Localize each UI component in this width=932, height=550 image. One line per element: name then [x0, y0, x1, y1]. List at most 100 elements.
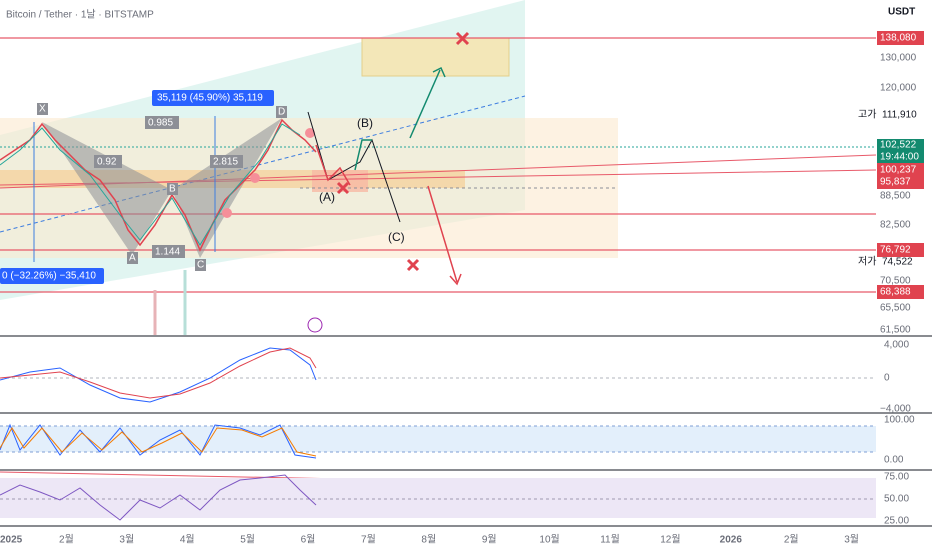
signal-dot	[250, 173, 260, 183]
point-box	[167, 183, 178, 195]
stoch-label: 100.00	[884, 415, 915, 426]
wave-label: (A)	[319, 190, 335, 204]
ratio-box	[210, 155, 243, 168]
signal-dot	[305, 128, 315, 138]
price-tag	[877, 139, 924, 163]
time-label: 2025	[0, 535, 23, 546]
price-tag-label: 100,237	[880, 165, 917, 176]
stoch-d	[0, 427, 317, 457]
rsi-line	[0, 474, 317, 521]
arrow-head	[449, 273, 462, 286]
arrow	[354, 139, 372, 171]
ratio-label: 1.144	[155, 247, 180, 258]
time-label: 2026	[720, 535, 743, 546]
price-tag	[877, 163, 924, 177]
currency: USDT	[888, 7, 915, 18]
x-mark	[455, 31, 470, 46]
event-icon[interactable]	[307, 317, 323, 333]
time-label: 12월	[660, 534, 680, 546]
rsi-label: 50.00	[884, 494, 909, 505]
wave-label: (C)	[388, 230, 405, 244]
x-mark	[406, 258, 420, 272]
target-box	[361, 37, 510, 77]
point-box	[276, 106, 287, 118]
time-label: 3월	[119, 534, 134, 546]
ratio-box	[152, 245, 185, 258]
symbol-title: Bitcoin / Tether · 1날 · BITSTAMP	[6, 9, 154, 21]
stoch-band	[0, 426, 876, 452]
time-label: 2월	[59, 534, 74, 546]
price-tag-label: 138,080	[880, 33, 917, 44]
arrow	[427, 185, 458, 283]
price-label: 61,500	[880, 325, 911, 336]
price-label: 65,500	[880, 303, 911, 314]
macd-label: 4,000	[884, 340, 909, 351]
price-label: 82,500	[880, 220, 911, 231]
rsi-label: 75.00	[884, 472, 909, 483]
countdown-label: 19:44:00	[880, 152, 919, 163]
stoch-label: 0.00	[884, 455, 904, 466]
point-label: B	[169, 184, 176, 195]
price-tag-label: 95,837	[880, 177, 911, 188]
price-tag-label: 76,792	[880, 245, 911, 256]
price-tag-label: 68,388	[880, 287, 911, 298]
rsi-label: 25.00	[884, 516, 909, 527]
time-label: 3월	[844, 534, 859, 546]
arrow-head	[432, 66, 446, 78]
point-box	[37, 103, 48, 115]
ratio-box	[94, 155, 122, 168]
pattern-leg	[172, 118, 282, 258]
time-label: 5월	[240, 534, 255, 546]
time-label: 6월	[301, 534, 316, 546]
low-label: 저가	[858, 256, 876, 268]
ratio-label: 0.92	[97, 157, 117, 168]
arrow	[409, 69, 441, 139]
price-label: 88,500	[880, 191, 911, 202]
price-series	[0, 123, 301, 246]
signal-line	[0, 347, 317, 399]
price-tag-label: 102,522	[880, 140, 917, 151]
trend-line	[0, 95, 526, 233]
point-label: D	[278, 107, 285, 118]
measure-box	[0, 268, 104, 284]
time-label: 8월	[421, 534, 436, 546]
macd-line	[0, 347, 317, 403]
macd-label: 0	[884, 373, 890, 384]
wave-label: (B)	[357, 116, 373, 130]
time-label: 11월	[600, 534, 620, 546]
price-series	[0, 118, 317, 252]
price-tag	[877, 31, 924, 45]
ratio-label: 0.985	[148, 118, 173, 129]
time-label: 2월	[784, 534, 799, 546]
wave-path	[307, 111, 401, 223]
time-label: 9월	[482, 534, 497, 546]
macd-label: −4,000	[880, 404, 911, 415]
measure-box	[152, 90, 274, 106]
signal-dot	[222, 208, 232, 218]
time-label: 10월	[539, 534, 559, 546]
time-label: 7월	[361, 534, 376, 546]
point-label: C	[197, 260, 204, 271]
wave-path	[315, 144, 351, 186]
price-tag	[877, 285, 924, 299]
price-label: 70,500	[880, 276, 911, 287]
point-label: A	[129, 253, 136, 264]
time-axis: 2025 2월 3월 4월 5월 6월 7월 8월 9월 10월 11월 12월 2026 2월 3월	[0, 534, 859, 546]
low-value: 74,522	[882, 257, 913, 268]
price-label: 130,000	[880, 53, 917, 64]
price-label: 120,000	[880, 83, 917, 94]
rsi-band	[0, 478, 876, 518]
high-value: 111,910	[882, 110, 917, 121]
measure-label: 0 (−32.26%) −35,410	[2, 271, 96, 282]
x-mark	[336, 181, 350, 195]
stoch-k	[0, 423, 317, 459]
price-tag	[877, 175, 924, 189]
point-box	[127, 252, 138, 264]
time-label: 4월	[180, 534, 195, 546]
point-label: X	[39, 104, 46, 115]
price-tag	[877, 243, 924, 257]
high-label: 고가	[858, 109, 876, 121]
point-box	[195, 259, 206, 271]
ratio-label: 2.815	[213, 157, 238, 168]
